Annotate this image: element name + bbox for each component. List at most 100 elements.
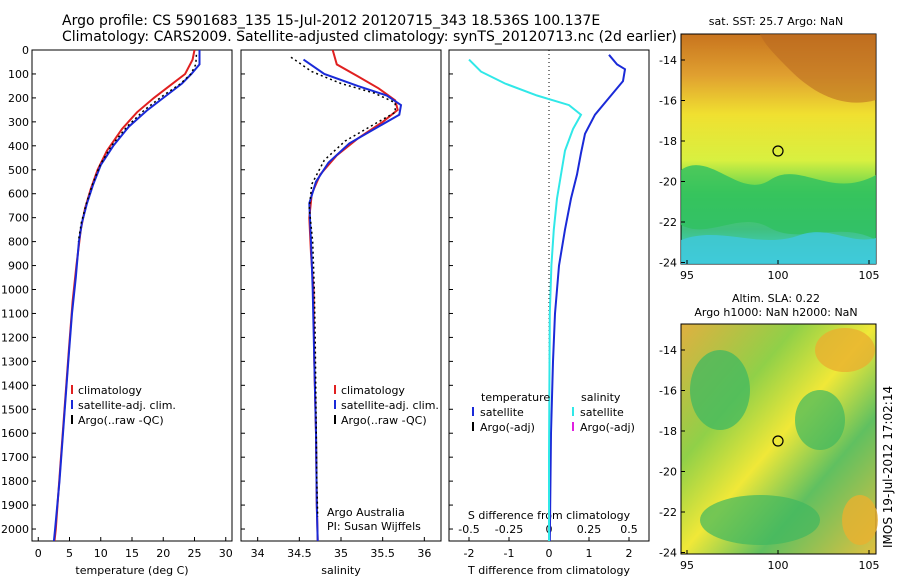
depth-tick-label: 1100 <box>1 307 29 320</box>
temperature-xtick-label: 15 <box>125 547 139 560</box>
difference-xtick-label: -1 <box>504 547 515 560</box>
pi-annotation: PI: Susan Wijffels <box>327 520 421 533</box>
sla-map-title-1: Altim. SLA: 0.22 <box>732 292 820 305</box>
sla-high-1 <box>815 328 875 372</box>
depth-tick-label: 1300 <box>1 355 29 368</box>
map-lon-label: 95 <box>680 269 694 282</box>
temperature-axes <box>31 49 233 542</box>
difference-series-satellite <box>548 54 627 541</box>
depth-tick-label: 400 <box>8 140 29 153</box>
difference-legend-label: Argo(-adj) <box>580 421 635 434</box>
map-lat-label: -18 <box>659 135 677 148</box>
salinity-xtick-label: 35 <box>334 547 348 560</box>
salinity-xtick-label: 35.5 <box>370 547 395 560</box>
depth-tick-label: 100 <box>8 68 29 81</box>
temperature-xtick-label: 30 <box>219 547 233 560</box>
temperature-xtick-label: 25 <box>188 547 202 560</box>
map-lat-label: -22 <box>659 506 677 519</box>
salinity-legend-label: Argo(..raw -QC) <box>341 414 427 427</box>
sla-eddy-3 <box>700 495 820 545</box>
sst-argo-marker <box>772 145 784 157</box>
map-lat-label: -16 <box>659 95 677 108</box>
salinity-xlabel: salinity <box>321 564 361 577</box>
salinity-diff-tick-label: 0.25 <box>577 523 602 536</box>
depth-tick-label: 0 <box>22 44 29 57</box>
sst-warm-patch <box>760 34 876 103</box>
depth-tick-label: 1000 <box>1 284 29 297</box>
depth-tick-label: 1900 <box>1 499 29 512</box>
depth-tick-label: 1700 <box>1 451 29 464</box>
difference-plot: -2 -1 0 1 2 T difference from climatology -0.5… <box>448 49 650 577</box>
sst-coldest-band <box>681 232 876 264</box>
map-lat-label: -14 <box>659 54 677 67</box>
map-lat-label: -24 <box>659 257 677 270</box>
map-lat-label: -16 <box>659 385 677 398</box>
map-lat-label: -18 <box>659 425 677 438</box>
depth-tick-label: 200 <box>8 92 29 105</box>
sst-map-title: sat. SST: 25.7 Argo: NaN <box>709 15 843 28</box>
difference-xtick-label: -2 <box>464 547 475 560</box>
salinity-series-satellite-adj--clim- <box>302 58 403 541</box>
temperature-xtick-label: 0 <box>35 547 42 560</box>
map-lon-label: 100 <box>768 269 789 282</box>
temperature-plot: 0 5 10 15 20 25 30 temperature (deg C) 0 100 200 30… <box>1 44 233 577</box>
sst-cool-band <box>681 165 876 240</box>
depth-tick-label: 1800 <box>1 475 29 488</box>
temperature-series-argo---raw--qc- <box>77 54 198 242</box>
title-line-1: Argo profile: CS 5901683_135 15-Jul-2012… <box>62 13 601 29</box>
difference-xtick-label: 1 <box>586 547 593 560</box>
salinity-plot: 34 34.5 35 35.5 36 salinity climatology satelli… <box>240 49 442 577</box>
title-line-2: Climatology: CARS2009. Satellite-adjuste… <box>62 29 677 45</box>
depth-tick-label: 500 <box>8 164 29 177</box>
temperature-xtick-label: 5 <box>66 547 73 560</box>
sla-argo-marker <box>772 435 784 447</box>
salinity-diff-tick-label: -0.5 <box>458 523 479 536</box>
sla-map-title-2: Argo h1000: NaN h2000: NaN <box>694 306 857 319</box>
map-lat-label: -22 <box>659 216 677 229</box>
salinity-xtick-label: 34.5 <box>287 547 312 560</box>
map-lon-label: 105 <box>859 559 880 572</box>
salinity-diff-tick-label: -0.25 <box>495 523 523 536</box>
difference-series-salinity-satellite <box>468 58 583 541</box>
salinity-xtick-label: 34 <box>251 547 265 560</box>
depth-tick-label: 800 <box>8 236 29 249</box>
map-lon-label: 105 <box>859 269 880 282</box>
imos-footer: IMOS 19-Jul-2012 17:02:14 <box>881 385 895 548</box>
sla-eddy-2 <box>795 390 845 450</box>
difference-legend-label: satellite <box>580 406 624 419</box>
sla-map: Altim. SLA: 0.22 Argo h1000: NaN h2000: … <box>659 292 879 572</box>
salinity-xtick-label: 36 <box>417 547 431 560</box>
sst-map: sat. SST: 25.7 Argo: NaN -14 -16 -18 -20 -22… <box>659 15 879 282</box>
map-lat-label: -20 <box>659 466 677 479</box>
map-lon-label: 100 <box>768 559 789 572</box>
salinity-axes <box>240 49 442 542</box>
map-lat-label: -24 <box>659 547 677 560</box>
temperature-legend-label: satellite-adj. clim. <box>78 399 176 412</box>
salinity-legend-label: climatology <box>341 384 405 397</box>
salinity-legend-label: satellite-adj. clim. <box>341 399 439 412</box>
map-lon-label: 95 <box>680 559 694 572</box>
sla-high-2 <box>842 495 878 545</box>
depth-tick-label: 1500 <box>1 403 29 416</box>
map-lat-label: -14 <box>659 344 677 357</box>
depth-tick-label: 1600 <box>1 427 29 440</box>
legend-header-temperature: temperature <box>481 391 550 404</box>
depth-tick-label: 700 <box>8 212 29 225</box>
depth-tick-label: 1200 <box>1 331 29 344</box>
depth-tick-label: 1400 <box>1 379 29 392</box>
temperature-legend-label: Argo(..raw -QC) <box>78 414 164 427</box>
depth-tick-label: 900 <box>8 260 29 273</box>
salinity-diff-tick-label: 0.5 <box>620 523 638 536</box>
temperature-xtick-label: 10 <box>94 547 108 560</box>
map-lat-label: -20 <box>659 176 677 189</box>
depth-tick-label: 2000 <box>1 523 29 536</box>
sla-eddy-1 <box>690 350 750 430</box>
difference-legend-label: Argo(-adj) <box>480 421 535 434</box>
temperature-xtick-label: 20 <box>156 547 170 560</box>
temperature-legend-label: climatology <box>78 384 142 397</box>
depth-tick-label: 600 <box>8 188 29 201</box>
pi-annotation: Argo Australia <box>327 506 405 519</box>
difference-xtick-label: 2 <box>626 547 633 560</box>
